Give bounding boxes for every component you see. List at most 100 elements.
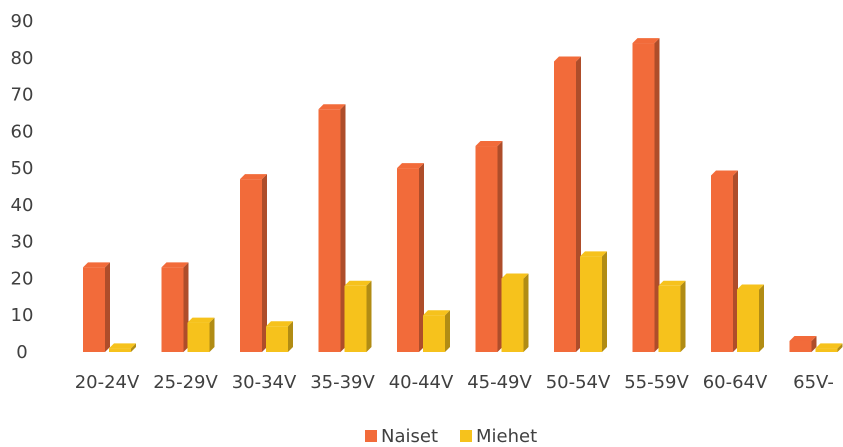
- bar-front: [161, 267, 184, 352]
- bar-naiset-20-24V: [83, 262, 110, 352]
- bar-front: [658, 285, 681, 352]
- y-tick-label: 40: [11, 195, 34, 216]
- y-tick-label: 20: [11, 268, 34, 289]
- bar-top: [580, 251, 607, 257]
- legend: Naiset Miehet: [365, 426, 537, 447]
- bar-side: [837, 343, 843, 352]
- bar-side: [183, 262, 189, 352]
- bar-front: [554, 61, 576, 352]
- bar-miehet-45-49V: [501, 273, 529, 352]
- x-axis: 20-24V 25-29V 30-34V 35-39V 40-44V 45-49V 50-5…: [75, 372, 834, 393]
- bar-top: [83, 262, 110, 268]
- bar-front: [187, 322, 210, 352]
- bar-front: [109, 348, 131, 352]
- bar-top: [737, 284, 764, 290]
- bar-naiset-45-49V: [475, 141, 503, 352]
- bar-front: [789, 340, 812, 352]
- bar-front: [397, 168, 419, 352]
- bar-naiset-60-64V: [711, 170, 738, 352]
- bar-miehet-60-64V: [737, 284, 764, 352]
- legend-swatch-miehet: [460, 430, 472, 442]
- bar-miehet-30-34V: [266, 321, 293, 352]
- bar-miehet-25-29V: [187, 317, 215, 352]
- bar-side: [262, 174, 267, 352]
- bar-top: [187, 317, 215, 323]
- bar-miehet-50-54V: [580, 251, 607, 352]
- y-tick-label: 90: [11, 11, 34, 32]
- bar-side: [602, 251, 607, 352]
- bar-side: [419, 163, 424, 352]
- bar-naiset-30-34V: [240, 174, 267, 352]
- bar-front: [240, 179, 262, 352]
- legend-label-naiset: Naiset: [381, 426, 438, 447]
- bar-front: [580, 256, 602, 352]
- bar-top: [318, 104, 346, 110]
- bar-top: [161, 262, 189, 268]
- bar-front: [815, 348, 838, 352]
- bar-naiset-40-44V: [397, 163, 424, 352]
- bar-naiset-35-39V: [318, 104, 346, 353]
- bar-miehet-35-39V: [344, 280, 372, 352]
- bar-miehet-20-24V: [109, 343, 136, 352]
- bar-front: [632, 43, 655, 353]
- y-tick-label: 0: [16, 342, 27, 363]
- bar-front: [737, 289, 759, 352]
- y-tick-label: 80: [11, 48, 34, 69]
- x-tick-label: 45-49V: [467, 372, 532, 393]
- bar-front: [83, 267, 105, 352]
- bar-naiset-50-54V: [554, 56, 581, 352]
- bar-top: [344, 280, 372, 286]
- bar-top: [632, 38, 660, 44]
- bar-front: [344, 285, 367, 352]
- bar-naiset-55-59V: [632, 38, 660, 353]
- bar-side: [445, 310, 450, 352]
- bar-side: [366, 280, 372, 352]
- x-tick-label: 25-29V: [153, 372, 218, 393]
- bar-top: [501, 273, 529, 279]
- bar-miehet-65V-: [815, 343, 843, 352]
- bar-side: [131, 343, 136, 352]
- bar-front: [318, 109, 341, 353]
- bar-top: [475, 141, 503, 147]
- y-axis: 0 10 20 30 40 50 60 70 80 90: [11, 11, 34, 363]
- y-tick-label: 70: [11, 85, 34, 106]
- bar-front: [266, 326, 288, 352]
- bar-miehet-55-59V: [658, 280, 686, 352]
- bar-side: [288, 321, 293, 352]
- x-tick-label: 20-24V: [75, 372, 140, 393]
- legend-label-miehet: Miehet: [476, 426, 537, 447]
- bar-top: [397, 163, 424, 169]
- x-tick-label: 35-39V: [310, 372, 375, 393]
- bar-side: [654, 38, 660, 353]
- bar-side: [680, 280, 686, 352]
- bar-side: [209, 317, 215, 352]
- bar-top: [554, 56, 581, 62]
- x-tick-label: 50-54V: [546, 372, 611, 393]
- bar-side: [759, 284, 764, 352]
- y-tick-label: 30: [11, 232, 34, 253]
- plot-area: [83, 38, 843, 353]
- x-tick-label: 30-34V: [232, 372, 297, 393]
- bar-front: [423, 315, 445, 352]
- bar-side: [523, 273, 529, 352]
- bar-top: [266, 321, 293, 327]
- bar-top: [658, 280, 686, 286]
- bar-top: [815, 343, 843, 349]
- bar-top: [711, 170, 738, 176]
- y-tick-label: 10: [11, 305, 34, 326]
- bar-side: [340, 104, 346, 353]
- bar-top: [789, 335, 817, 341]
- legend-swatch-naiset: [365, 430, 377, 442]
- bar-top: [109, 343, 136, 349]
- bar-side: [497, 141, 503, 352]
- bar-front: [475, 146, 498, 352]
- bar-side: [733, 170, 738, 352]
- x-tick-label: 65V-: [793, 372, 834, 393]
- bar-miehet-40-44V: [423, 310, 450, 352]
- bar-naiset-25-29V: [161, 262, 189, 352]
- y-tick-label: 50: [11, 158, 34, 179]
- x-tick-label: 40-44V: [389, 372, 454, 393]
- bar-front: [711, 175, 733, 352]
- bar-front: [501, 278, 524, 352]
